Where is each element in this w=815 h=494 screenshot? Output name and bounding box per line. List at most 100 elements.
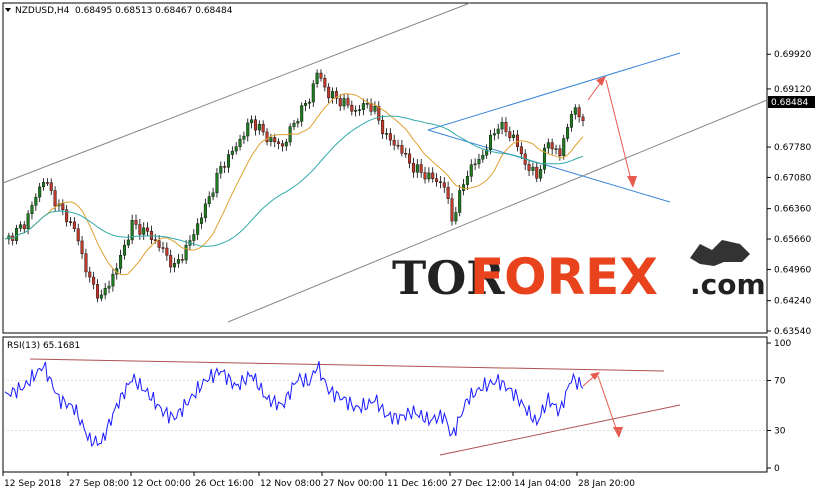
candle-body xyxy=(45,182,49,184)
channel-lower-line xyxy=(227,99,768,323)
candle-body xyxy=(550,142,554,150)
candle-body xyxy=(327,86,331,99)
candle-body xyxy=(22,224,26,230)
candle-body xyxy=(346,98,350,106)
candle-body xyxy=(250,119,254,124)
candle-body xyxy=(492,133,496,136)
candle-body xyxy=(400,145,404,154)
price-tick-label: 0.67080 xyxy=(774,173,811,183)
candle-body xyxy=(377,106,381,121)
candle-body xyxy=(184,245,188,261)
candle-body xyxy=(153,239,157,241)
arrow-up-head xyxy=(596,76,606,86)
price-tick-label: 0.64240 xyxy=(774,297,811,307)
candle-body xyxy=(458,190,462,213)
rsi-axis: 100 70 30 0 xyxy=(767,339,791,474)
main-price-panel xyxy=(2,2,768,334)
bull-icon xyxy=(690,240,750,266)
candle-body xyxy=(415,164,419,173)
candle-body xyxy=(292,122,296,127)
candle-body xyxy=(315,72,319,84)
candle-body xyxy=(450,198,454,222)
price-tick-label: 0.69120 xyxy=(774,85,811,95)
candle-body xyxy=(361,103,365,110)
candle-body xyxy=(169,255,173,268)
price-tick-label: 0.66360 xyxy=(774,205,811,215)
candle-body xyxy=(42,182,46,188)
candle-body xyxy=(581,116,585,122)
candle-body xyxy=(519,146,523,155)
arrow-down-head xyxy=(627,176,637,188)
arrow-down-line xyxy=(605,79,633,185)
candle-body xyxy=(300,105,304,122)
candle-body xyxy=(319,72,323,79)
candle-body xyxy=(573,107,577,115)
candle-body xyxy=(15,228,19,241)
candle-body xyxy=(34,196,38,206)
candle-body xyxy=(265,131,269,142)
candle-body xyxy=(558,148,562,156)
candle-body xyxy=(373,106,377,112)
candle-body xyxy=(485,149,489,156)
rsi-lower-trendline xyxy=(439,404,681,456)
dropdown-triangle-icon[interactable] xyxy=(5,8,11,12)
candle-body xyxy=(103,288,107,296)
current-price-label: 0.68484 xyxy=(771,98,808,108)
candle-body xyxy=(408,153,412,164)
candle-body xyxy=(138,224,142,235)
candle-body xyxy=(203,203,207,219)
candle-body xyxy=(215,172,219,194)
candle-body xyxy=(219,166,223,174)
time-axis: 12 Sep 2018 27 Sep 08:00 12 Oct 00:00 26 Oc… xyxy=(2,472,635,489)
candle-body xyxy=(338,98,342,107)
candle-body xyxy=(84,253,88,273)
candle-body xyxy=(307,101,311,104)
candle-body xyxy=(388,133,392,141)
candle-body xyxy=(465,176,469,185)
candle-body xyxy=(69,221,73,223)
watermark-forex: FOREX xyxy=(470,248,658,306)
time-tick-label: 28 Jan 20:00 xyxy=(578,479,635,489)
candle-body xyxy=(92,276,96,285)
candle-body xyxy=(161,247,165,249)
candle-body xyxy=(489,134,493,150)
candle-body xyxy=(246,122,250,137)
candle-body xyxy=(342,98,346,107)
candle-body xyxy=(277,141,281,144)
time-tick-label: 11 Dec 16:00 xyxy=(387,479,448,489)
candle-body xyxy=(65,209,69,222)
rsi-header: RSI(13) 65.1681 xyxy=(7,341,80,351)
candle-body xyxy=(253,119,257,131)
candle-body xyxy=(562,138,566,156)
candle-body xyxy=(304,103,308,106)
candle-body xyxy=(26,213,30,230)
price-tick-label: 0.64960 xyxy=(774,265,811,275)
candle-body xyxy=(226,154,230,168)
candle-body xyxy=(257,124,261,131)
candle-body xyxy=(134,220,138,225)
candle-body xyxy=(238,139,242,147)
candle-body xyxy=(577,107,581,118)
candle-body xyxy=(504,122,508,132)
candle-body xyxy=(396,144,400,147)
rsi-series-layer xyxy=(3,361,767,448)
candle-body xyxy=(38,186,42,198)
candle-body xyxy=(365,103,369,105)
candle-body xyxy=(535,166,539,179)
rsi-panel xyxy=(2,336,768,473)
quote-values: 0.68495 0.68513 0.68467 0.68484 xyxy=(75,6,233,16)
candle-body xyxy=(566,127,570,139)
torforex-watermark: TOR FOREX .com xyxy=(392,240,766,306)
candle-body xyxy=(95,284,99,299)
candle-body xyxy=(554,148,558,150)
candle-body xyxy=(269,137,273,142)
price-tick-label: 0.67780 xyxy=(774,143,811,153)
time-tick-label: 27 Nov 00:00 xyxy=(323,479,384,489)
candle-body xyxy=(392,139,396,146)
candle-body xyxy=(350,104,354,112)
price-axis: 0.69920 0.69120 0.67780 0.67080 0.66360 0.656… xyxy=(767,50,811,337)
candle-body xyxy=(419,164,423,173)
candle-body xyxy=(442,182,446,188)
candle-body xyxy=(512,134,516,138)
